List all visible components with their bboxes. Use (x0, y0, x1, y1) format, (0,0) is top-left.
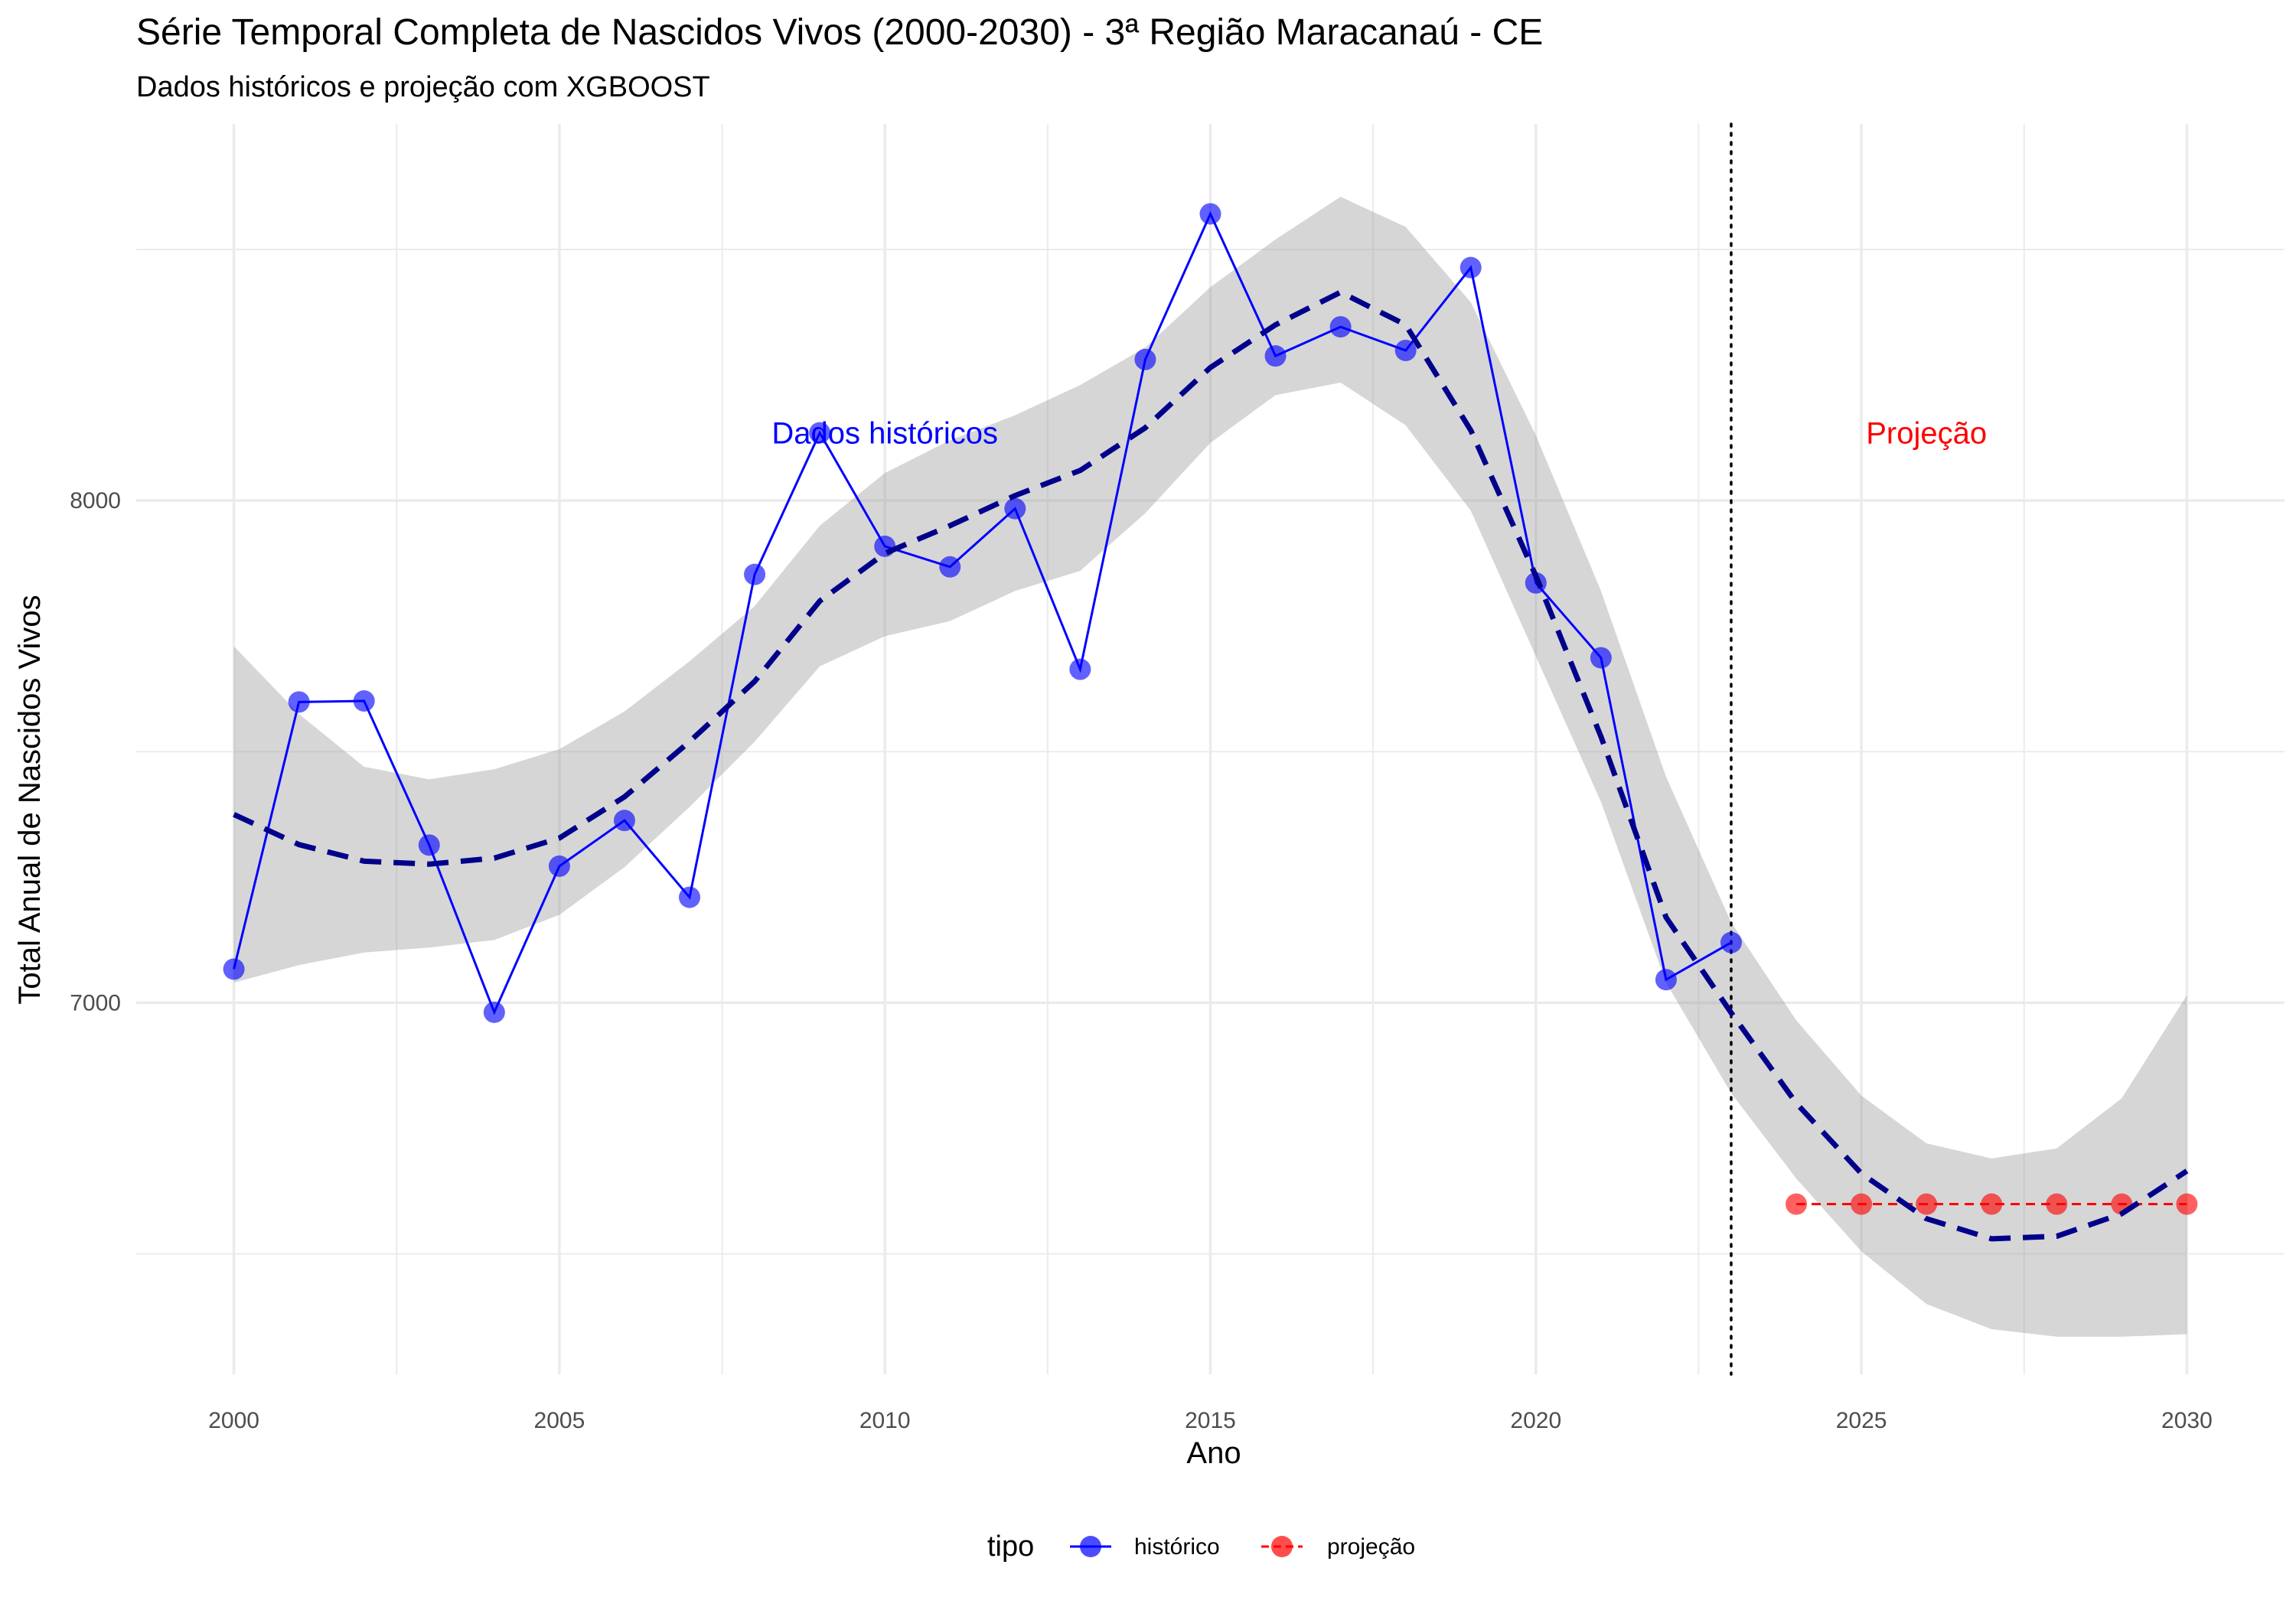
series-layer (223, 203, 2198, 1215)
x-tick-label: 2000 (208, 1408, 259, 1433)
trend-line (233, 289, 2189, 1242)
series-point-1 (1981, 1193, 2003, 1215)
legend-item-projecao: projeção (1261, 1534, 1415, 1560)
series-point-0 (809, 422, 831, 444)
series-point-0 (288, 691, 310, 713)
x-axis-title: Ano (1186, 1436, 1241, 1470)
series-point-1 (1786, 1193, 1808, 1215)
series-line-0 (233, 210, 1732, 1015)
series-point-0 (1134, 348, 1156, 370)
legend-label-historico: histórico (1134, 1534, 1220, 1560)
series-point-0 (1329, 316, 1352, 338)
series-point-1 (2046, 1193, 2068, 1215)
annotation-0: Dados históricos (771, 417, 998, 451)
x-tick-label: 2015 (1185, 1408, 1236, 1433)
series-point-0 (353, 690, 375, 712)
chart-title: Série Temporal Completa de Nascidos Vivo… (136, 12, 1543, 53)
series-point-1 (1916, 1193, 1938, 1215)
y-tick-label: 8000 (70, 488, 121, 513)
trend-layer (233, 289, 2189, 1242)
series-point-0 (679, 886, 701, 908)
series-point-0 (613, 810, 635, 832)
series-point-0 (483, 1001, 505, 1023)
y-tick-label: 7000 (70, 990, 121, 1015)
legend-marker-historico (1080, 1536, 1101, 1557)
series-point-0 (1394, 339, 1417, 361)
legend-marker-projecao (1271, 1536, 1293, 1557)
series-point-0 (1199, 203, 1221, 225)
series-point-0 (1590, 647, 1612, 669)
series-point-0 (223, 958, 245, 980)
series-point-0 (939, 556, 961, 578)
series-point-0 (874, 535, 896, 557)
series-point-0 (1720, 931, 1742, 953)
legend-item-historico: histórico (1070, 1534, 1220, 1560)
annotation-1: Projeção (1866, 417, 1987, 451)
confidence-band-area (233, 197, 2187, 1337)
axis-ticks: 2000 2005 2010 2015 2020 2025 2030 7000 8000 (70, 488, 2213, 1433)
x-tick-label: 2025 (1836, 1408, 1887, 1433)
x-tick-label: 2005 (534, 1408, 585, 1433)
legend: tipo histórico projeção (987, 1530, 1415, 1563)
legend-title: tipo (987, 1530, 1034, 1563)
gridlines (136, 124, 2285, 1374)
legend-label-projecao: projeção (1327, 1534, 1415, 1560)
annotations: Dados históricos Projeção (771, 417, 1987, 451)
series-point-0 (1655, 969, 1677, 991)
series-point-0 (548, 855, 570, 877)
confidence-band (233, 197, 2187, 1337)
series-point-0 (1264, 345, 1287, 367)
y-axis-title: Total Anual de Nascidos Vivos (13, 595, 47, 1004)
series-point-1 (1851, 1193, 1873, 1215)
chart-subtitle: Dados históricos e projeção com XGBOOST (136, 71, 710, 103)
x-tick-label: 2030 (2161, 1408, 2213, 1433)
series-point-0 (744, 563, 766, 585)
series-point-0 (1069, 658, 1091, 680)
x-tick-label: 2020 (1510, 1408, 1561, 1433)
series-point-0 (1004, 497, 1026, 520)
series-point-0 (1459, 256, 1482, 279)
x-tick-label: 2010 (859, 1408, 911, 1433)
series-point-0 (418, 834, 440, 856)
series-point-1 (2176, 1193, 2198, 1215)
